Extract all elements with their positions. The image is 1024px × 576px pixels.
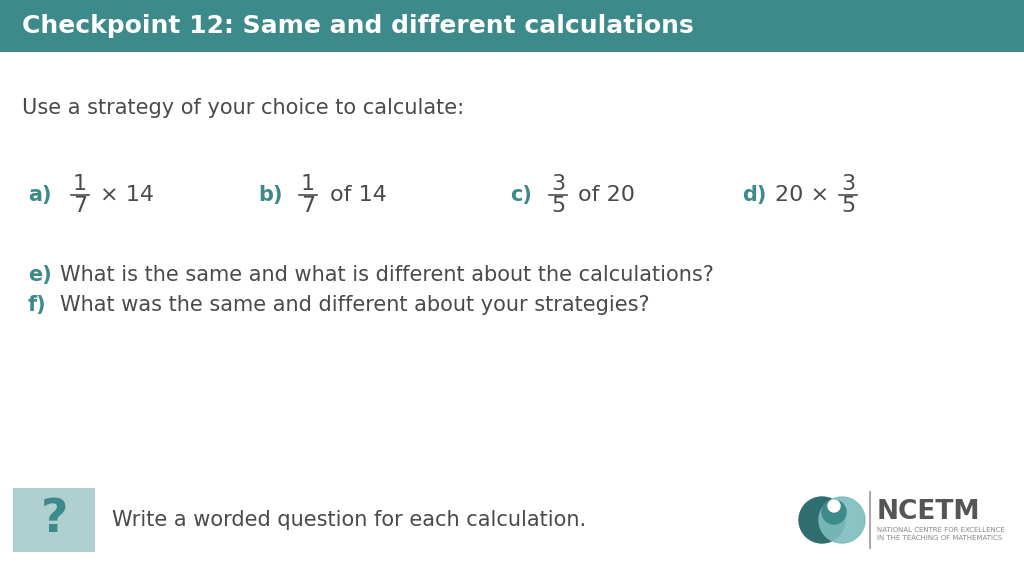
Text: b): b): [258, 185, 283, 205]
Text: f): f): [28, 295, 47, 315]
Circle shape: [828, 500, 840, 512]
Text: NATIONAL CENTRE FOR EXCELLENCE: NATIONAL CENTRE FOR EXCELLENCE: [877, 527, 1005, 533]
Circle shape: [799, 497, 845, 543]
Text: IN THE TEACHING OF MATHEMATICS: IN THE TEACHING OF MATHEMATICS: [877, 535, 1002, 541]
Text: 5: 5: [841, 196, 855, 216]
Text: ?: ?: [40, 498, 68, 543]
FancyBboxPatch shape: [0, 0, 1024, 52]
Text: Write a worded question for each calculation.: Write a worded question for each calcula…: [112, 510, 586, 530]
Text: NCETM: NCETM: [877, 499, 981, 525]
Text: a): a): [28, 185, 51, 205]
Text: 7: 7: [301, 196, 315, 216]
Text: What is the same and what is different about the calculations?: What is the same and what is different a…: [60, 265, 714, 285]
FancyBboxPatch shape: [13, 488, 95, 552]
Text: of 14: of 14: [330, 185, 387, 205]
Text: Checkpoint 12: Same and different calculations: Checkpoint 12: Same and different calcul…: [22, 14, 693, 38]
Text: 1: 1: [73, 174, 87, 194]
Text: What was the same and different about your strategies?: What was the same and different about yo…: [60, 295, 649, 315]
Text: × 14: × 14: [100, 185, 154, 205]
Text: d): d): [742, 185, 766, 205]
Text: c): c): [510, 185, 531, 205]
Text: 3: 3: [551, 174, 565, 194]
Circle shape: [822, 500, 846, 524]
Circle shape: [819, 497, 865, 543]
Text: Use a strategy of your choice to calculate:: Use a strategy of your choice to calcula…: [22, 98, 464, 118]
Text: 3: 3: [841, 174, 855, 194]
Text: 20 ×: 20 ×: [775, 185, 829, 205]
Text: 7: 7: [73, 196, 87, 216]
Text: 5: 5: [551, 196, 565, 216]
Text: of 20: of 20: [578, 185, 635, 205]
Text: 1: 1: [301, 174, 315, 194]
Text: e): e): [28, 265, 52, 285]
